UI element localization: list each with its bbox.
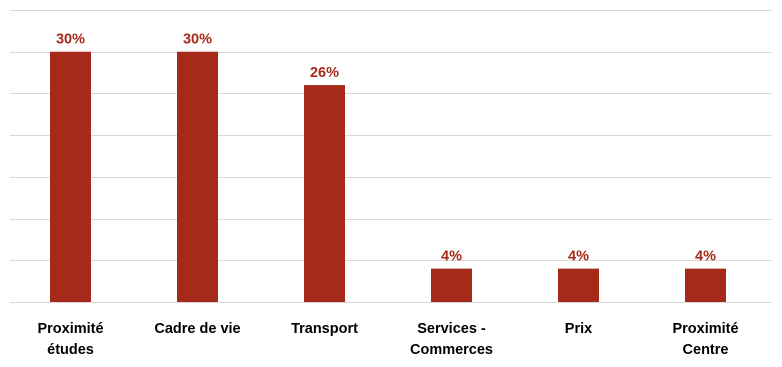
bar — [177, 51, 218, 302]
bar — [304, 85, 345, 302]
value-labels: 30% 30% 26% 4% 4% 4% — [56, 32, 716, 265]
category-label: Proximité Centre — [672, 321, 738, 358]
category-label-line: études — [47, 342, 94, 358]
category-label: Cadre de vie — [154, 321, 240, 337]
category-label-line: Services - — [417, 321, 486, 337]
grid-lines — [10, 10, 772, 303]
category-label: Prix — [565, 321, 592, 337]
bar — [431, 268, 472, 302]
category-label: Transport — [291, 321, 358, 337]
category-label-line: Proximité — [672, 321, 738, 337]
category-label-line: Transport — [291, 321, 358, 337]
value-label: 4% — [441, 249, 462, 265]
category-labels: Proximité études Cadre de vie Transport Serv… — [37, 321, 738, 358]
bar — [558, 268, 599, 302]
category-label-line: Commerces — [410, 342, 493, 358]
bar — [50, 51, 91, 302]
value-label: 26% — [310, 65, 339, 81]
category-label-line: Proximité — [37, 321, 103, 337]
value-label: 4% — [568, 249, 589, 265]
bar — [685, 268, 726, 302]
value-label: 30% — [183, 32, 212, 48]
category-label-line: Centre — [683, 342, 729, 358]
value-label: 30% — [56, 32, 85, 48]
category-label: Services - Commerces — [410, 321, 493, 358]
category-label: Proximité études — [37, 321, 103, 358]
bars — [50, 51, 726, 302]
category-label-line: Prix — [565, 321, 592, 337]
value-label: 4% — [695, 249, 716, 265]
category-label-line: Cadre de vie — [154, 321, 240, 337]
